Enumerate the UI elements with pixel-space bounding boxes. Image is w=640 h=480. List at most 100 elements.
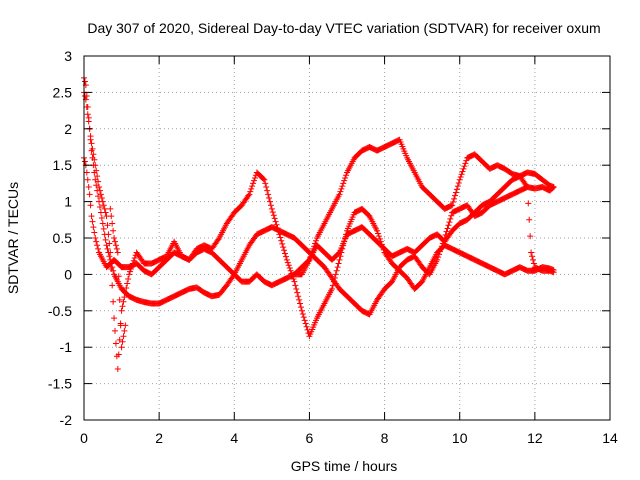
data-point [525, 200, 532, 207]
data-point [120, 298, 127, 305]
data-point [108, 260, 115, 267]
data-point [529, 253, 536, 260]
y-tick-label: 1.5 [53, 157, 73, 173]
data-point [375, 233, 382, 240]
data-point [101, 205, 108, 212]
data-point [105, 231, 112, 238]
x-tick-label: 12 [527, 430, 543, 446]
axis-ticks [83, 55, 611, 421]
data-point [297, 300, 304, 307]
x-tick-label: 6 [306, 430, 314, 446]
data-point [338, 249, 345, 256]
data-points [81, 74, 557, 373]
data-point [330, 278, 337, 285]
data-point [87, 133, 94, 140]
data-point [88, 213, 95, 220]
data-point [329, 282, 336, 289]
data-point [276, 231, 283, 238]
y-tick-label: -1 [60, 339, 73, 355]
data-point [118, 344, 125, 351]
data-point [248, 185, 255, 192]
data-point [93, 167, 100, 174]
data-point [121, 294, 128, 301]
data-point [250, 180, 257, 187]
data-point [463, 157, 470, 164]
data-point [121, 327, 128, 334]
data-point [266, 194, 273, 201]
data-point [296, 296, 303, 303]
data-point [96, 184, 103, 191]
data-point [260, 175, 267, 182]
data-point [456, 176, 463, 183]
data-point [530, 260, 537, 267]
data-point [125, 275, 132, 282]
data-point [113, 245, 120, 252]
data-point [374, 227, 381, 234]
data-point [104, 222, 111, 229]
data-point [109, 220, 116, 227]
data-point [441, 235, 448, 241]
data-point [293, 285, 300, 292]
data-point [93, 238, 100, 245]
data-point [340, 180, 347, 187]
data-point [271, 215, 278, 222]
data-point [336, 191, 343, 198]
data-point [277, 234, 284, 241]
data-point [251, 174, 258, 181]
data-point [91, 229, 98, 236]
data-point [95, 178, 102, 185]
data-point [523, 182, 530, 189]
data-point [272, 218, 279, 225]
data-point [131, 255, 138, 262]
data-point [342, 174, 349, 181]
data-point [312, 240, 319, 247]
data-point [112, 340, 119, 347]
data-point [341, 177, 348, 184]
data-point [89, 218, 96, 225]
data-point [261, 176, 268, 183]
data-point [306, 256, 313, 263]
data-point [120, 333, 127, 340]
data-point [282, 250, 289, 257]
data-point [550, 269, 557, 276]
data-point [337, 188, 344, 195]
data-point [529, 256, 536, 263]
data-point [251, 177, 258, 184]
data-point [90, 224, 97, 231]
data-point [119, 338, 126, 345]
data-point [85, 118, 92, 125]
data-point [84, 176, 91, 183]
data-point [448, 212, 455, 219]
data-point [440, 237, 447, 244]
x-tick-label: 8 [381, 430, 389, 446]
data-point [282, 253, 289, 260]
data-point [83, 103, 90, 110]
data-point [128, 263, 135, 270]
data-point [107, 249, 114, 256]
x-tick-label: 2 [155, 430, 163, 446]
series-track-d [107, 136, 557, 351]
data-point [111, 238, 118, 245]
data-point [89, 145, 96, 152]
data-point [332, 271, 339, 278]
data-point [111, 315, 118, 322]
data-point [301, 317, 308, 324]
data-point [96, 187, 103, 194]
data-point [455, 179, 462, 186]
data-point [527, 233, 534, 240]
data-point [95, 245, 102, 252]
data-point [87, 202, 94, 209]
data-point [92, 235, 99, 241]
y-tick-label: 0.5 [53, 230, 73, 246]
data-point [99, 198, 106, 205]
data-point [528, 249, 535, 256]
data-point [114, 366, 121, 373]
data-point [126, 271, 133, 278]
data-point [230, 272, 237, 279]
data-point [118, 307, 125, 314]
data-point [297, 304, 304, 311]
data-point [267, 202, 274, 209]
data-point [461, 163, 468, 170]
data-point [550, 184, 557, 191]
data-point [111, 327, 118, 334]
